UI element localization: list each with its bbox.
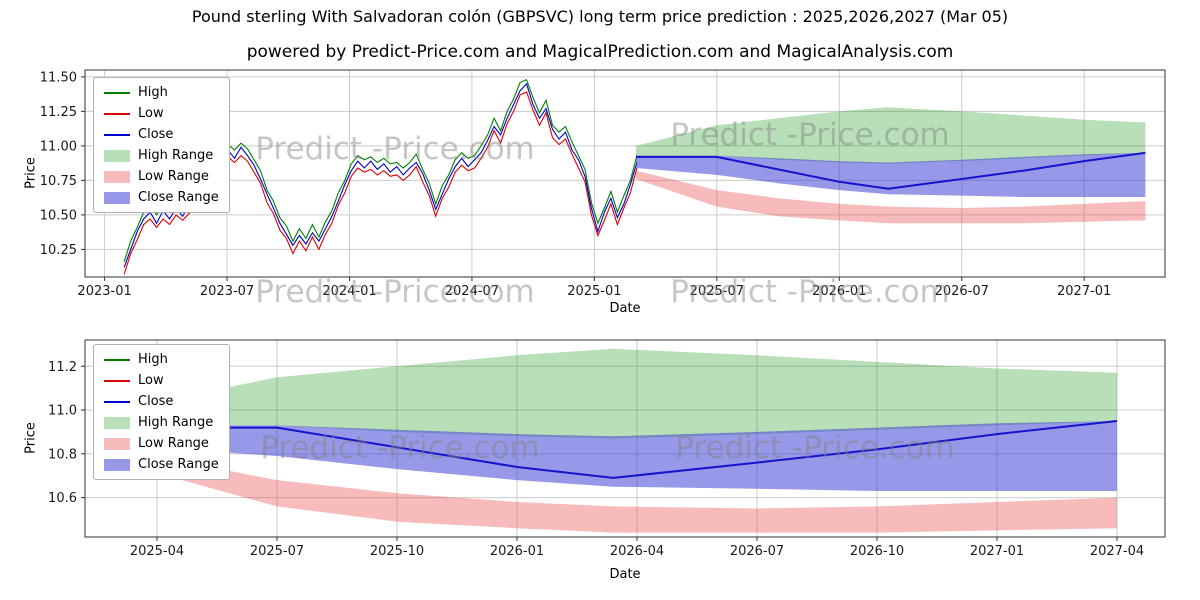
x-axis-label-date-top: Date xyxy=(609,301,641,316)
legend-bottom: High Low Close High Range Low Range Close Ran… xyxy=(93,344,230,480)
x-tick-label: 2027-01 xyxy=(1057,284,1111,299)
legend-label: Low Range xyxy=(138,436,209,451)
legend-item-close-range: Close Range xyxy=(104,456,219,473)
y-tick-label: 10.50 xyxy=(40,208,77,223)
legend-item-close: Close xyxy=(104,126,219,143)
low-range-band xyxy=(636,170,1146,224)
x-tick-label: 2026-04 xyxy=(610,544,664,559)
legend-patch-swatch xyxy=(104,416,130,429)
y-tick-label: 10.6 xyxy=(48,491,77,506)
legend-line-swatch xyxy=(104,400,130,403)
x-tick-label: 2026-07 xyxy=(935,284,989,299)
x-tick-label: 2025-10 xyxy=(370,544,424,559)
x-tick-label: 2027-04 xyxy=(1090,544,1144,559)
x-tick-label: 2026-01 xyxy=(490,544,544,559)
x-tick-label: 2025-01 xyxy=(567,284,621,299)
chart-subtitle: powered by Predict-Price.com and Magical… xyxy=(246,42,954,62)
legend-label: Low xyxy=(138,106,164,121)
legend-line-swatch xyxy=(104,358,130,361)
legend-line-swatch xyxy=(104,112,130,115)
plot-border xyxy=(84,339,1166,538)
y-tick-label: 10.25 xyxy=(40,243,77,258)
legend-item-low-range: Low Range xyxy=(104,435,219,452)
forecast-close-line xyxy=(118,420,1118,479)
legend-line-swatch xyxy=(104,379,130,382)
y-tick-label: 11.0 xyxy=(48,404,77,419)
legend-label: Close xyxy=(138,394,174,409)
legend-label: Close xyxy=(138,127,174,142)
legend-label: High Range xyxy=(138,415,214,430)
legend-patch-swatch xyxy=(104,437,130,450)
y-tick-label: 11.50 xyxy=(40,70,77,85)
y-tick-label: 10.8 xyxy=(48,447,77,462)
legend-label: High xyxy=(138,352,168,367)
legend-item-low-range: Low Range xyxy=(104,168,219,185)
legend-patch-swatch xyxy=(104,458,130,471)
x-tick-label: 2024-07 xyxy=(445,284,499,299)
legend-patch-swatch xyxy=(104,170,130,183)
forecast-detail-plot: 2025-04 2025-07 2025-10 2026-01 2026-04 2026-… xyxy=(48,339,1166,559)
legend-item-close: Close xyxy=(104,393,219,410)
legend-top: High Low Close High Range Low Range Close Ran… xyxy=(93,77,230,213)
x-tick-label: 2026-07 xyxy=(730,544,784,559)
legend-label: Close Range xyxy=(138,190,219,205)
x-tick-label: 2025-07 xyxy=(250,544,304,559)
legend-item-high-range: High Range xyxy=(104,147,219,164)
legend-label: Close Range xyxy=(138,457,219,472)
chart-title: Pound sterling With Salvadoran colón (GB… xyxy=(191,7,1009,26)
x-tick-label: 2026-01 xyxy=(812,284,866,299)
legend-label: Low xyxy=(138,373,164,388)
high-range-band xyxy=(118,348,1118,439)
high-range-band xyxy=(636,107,1146,164)
legend-item-low: Low xyxy=(104,372,219,389)
x-axis-label-date-bottom: Date xyxy=(609,567,641,582)
x-tick-label: 2025-07 xyxy=(690,284,744,299)
legend-item-low: Low xyxy=(104,105,219,122)
x-tick-label: 2024-01 xyxy=(322,284,376,299)
legend-item-close-range: Close Range xyxy=(104,189,219,206)
close-range-band xyxy=(636,152,1146,197)
y-axis-label-price-bottom: Price xyxy=(23,422,39,454)
x-tick-label: 2025-04 xyxy=(130,544,184,559)
legend-label: High xyxy=(138,85,168,100)
forecast-close-line xyxy=(636,151,1146,190)
y-axis-label-price-top: Price xyxy=(23,157,39,189)
legend-line-swatch xyxy=(104,133,130,136)
legend-item-high-range: High Range xyxy=(104,414,219,431)
x-tick-label: 2023-07 xyxy=(200,284,254,299)
legend-line-swatch xyxy=(104,91,130,94)
low-range-band xyxy=(118,449,1118,533)
legend-item-high: High xyxy=(104,84,219,101)
x-tick-label: 2023-01 xyxy=(77,284,131,299)
legend-item-high: High xyxy=(104,351,219,368)
legend-label: High Range xyxy=(138,148,214,163)
y-tick-label: 11.25 xyxy=(40,105,77,120)
y-tick-label: 11.00 xyxy=(40,139,77,154)
close-range-band xyxy=(118,421,1118,491)
x-tick-label: 2027-01 xyxy=(970,544,1024,559)
legend-label: Low Range xyxy=(138,169,209,184)
x-tick-label: 2026-10 xyxy=(850,544,904,559)
history-forecast-plot: 2023-01 2023-07 2024-01 2024-07 2025-01 2025-… xyxy=(40,69,1166,299)
legend-patch-swatch xyxy=(104,191,130,204)
y-tick-label: 11.2 xyxy=(48,360,77,375)
plot-border xyxy=(84,69,1166,278)
y-tick-label: 10.75 xyxy=(40,174,77,189)
legend-patch-swatch xyxy=(104,149,130,162)
